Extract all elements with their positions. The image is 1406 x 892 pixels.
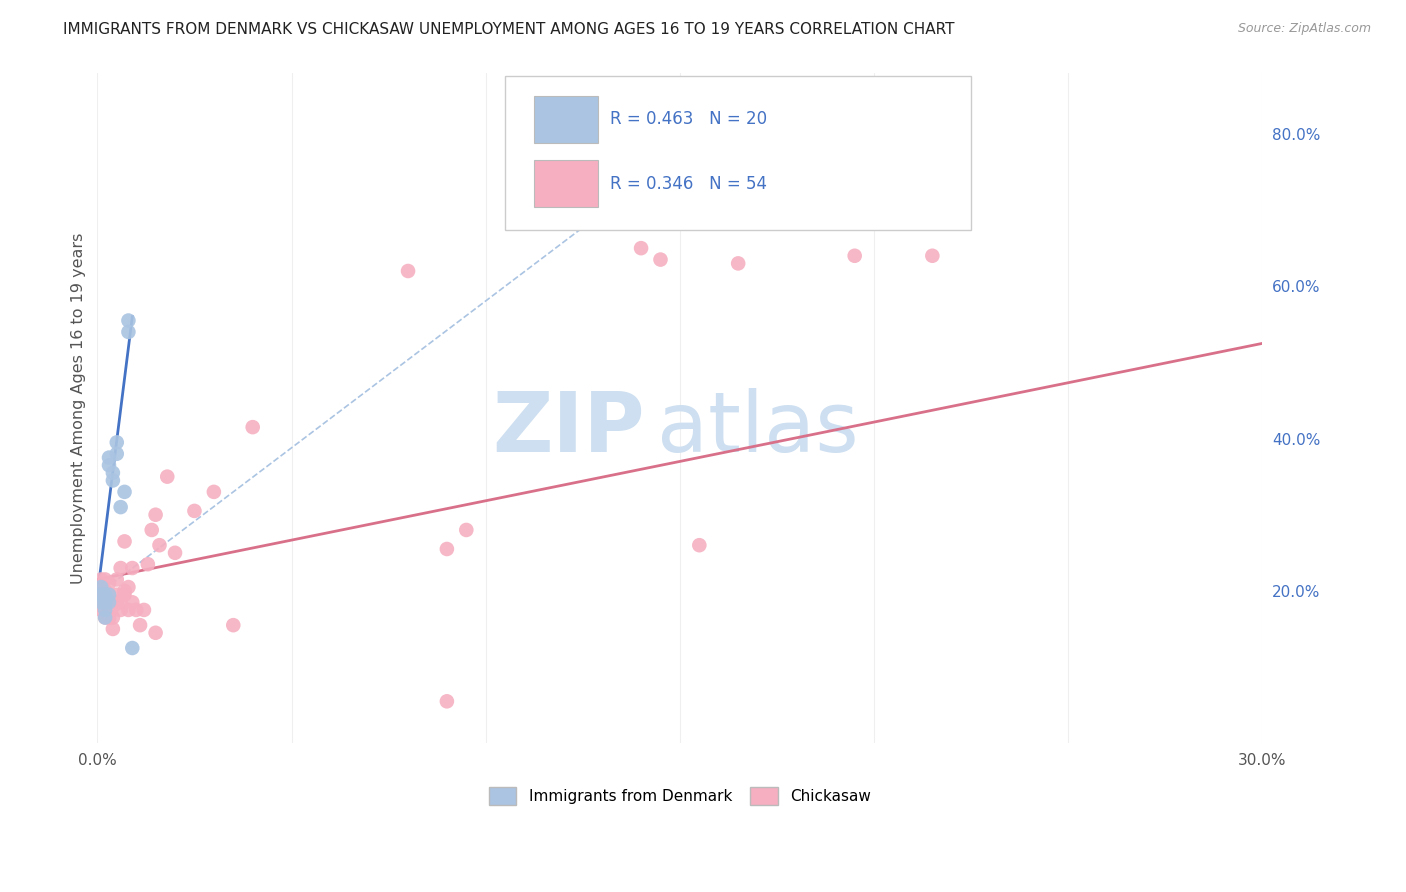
Point — [94, 588, 117, 602]
Point — [125, 603, 148, 617]
Point — [436, 541, 458, 556]
Point — [163, 546, 186, 560]
Point — [94, 583, 117, 598]
Point — [114, 588, 136, 602]
Legend: Immigrants from Denmark, Chickasaw: Immigrants from Denmark, Chickasaw — [481, 780, 879, 813]
Point — [94, 603, 117, 617]
Point — [688, 538, 710, 552]
Point — [98, 588, 121, 602]
Point — [94, 595, 117, 609]
Point — [110, 500, 132, 515]
Point — [90, 580, 112, 594]
Point — [90, 595, 112, 609]
Point — [242, 420, 264, 434]
Point — [396, 264, 419, 278]
Point — [921, 249, 943, 263]
Point — [121, 640, 143, 655]
Point — [98, 450, 121, 465]
Point — [117, 580, 139, 594]
Point — [202, 484, 225, 499]
Point — [456, 523, 478, 537]
FancyBboxPatch shape — [534, 96, 599, 144]
Point — [90, 603, 112, 617]
Point — [94, 595, 117, 609]
Point — [90, 588, 112, 602]
Point — [183, 504, 205, 518]
FancyBboxPatch shape — [534, 160, 599, 207]
Point — [129, 618, 152, 632]
Y-axis label: Unemployment Among Ages 16 to 19 years: Unemployment Among Ages 16 to 19 years — [72, 233, 86, 583]
Point — [94, 603, 117, 617]
Point — [105, 588, 128, 602]
Point — [117, 325, 139, 339]
Point — [114, 583, 136, 598]
Point — [727, 256, 749, 270]
Point — [94, 610, 117, 624]
Text: IMMIGRANTS FROM DENMARK VS CHICKASAW UNEMPLOYMENT AMONG AGES 16 TO 19 YEARS CORR: IMMIGRANTS FROM DENMARK VS CHICKASAW UNE… — [63, 22, 955, 37]
Point — [105, 595, 128, 609]
Point — [132, 603, 155, 617]
Point — [145, 625, 167, 640]
Point — [591, 169, 613, 183]
Point — [141, 523, 163, 537]
Point — [844, 249, 866, 263]
Text: ZIP: ZIP — [492, 388, 645, 468]
Point — [98, 595, 121, 609]
Point — [98, 610, 121, 624]
Point — [90, 583, 112, 598]
Point — [222, 618, 245, 632]
Point — [136, 558, 159, 572]
Point — [101, 474, 124, 488]
Point — [94, 610, 117, 624]
Point — [101, 599, 124, 614]
Point — [110, 595, 132, 609]
Point — [110, 561, 132, 575]
Point — [114, 484, 136, 499]
Point — [105, 435, 128, 450]
Point — [90, 591, 112, 606]
Point — [121, 561, 143, 575]
Point — [101, 622, 124, 636]
Point — [98, 576, 121, 591]
Text: Source: ZipAtlas.com: Source: ZipAtlas.com — [1237, 22, 1371, 36]
Point — [156, 469, 179, 483]
Point — [90, 573, 112, 587]
Point — [145, 508, 167, 522]
Point — [101, 466, 124, 480]
FancyBboxPatch shape — [505, 77, 972, 230]
Point — [105, 573, 128, 587]
Point — [105, 447, 128, 461]
Point — [436, 694, 458, 708]
Point — [94, 573, 117, 587]
Point — [101, 610, 124, 624]
Point — [148, 538, 170, 552]
Point — [121, 595, 143, 609]
Point — [114, 534, 136, 549]
Point — [110, 603, 132, 617]
Point — [98, 595, 121, 609]
Point — [117, 313, 139, 327]
Point — [117, 603, 139, 617]
Point — [98, 458, 121, 473]
Text: R = 0.463   N = 20: R = 0.463 N = 20 — [610, 111, 768, 128]
Text: atlas: atlas — [657, 388, 858, 468]
Point — [650, 252, 672, 267]
Text: R = 0.346   N = 54: R = 0.346 N = 54 — [610, 175, 768, 193]
Point — [630, 241, 652, 255]
Point — [98, 588, 121, 602]
